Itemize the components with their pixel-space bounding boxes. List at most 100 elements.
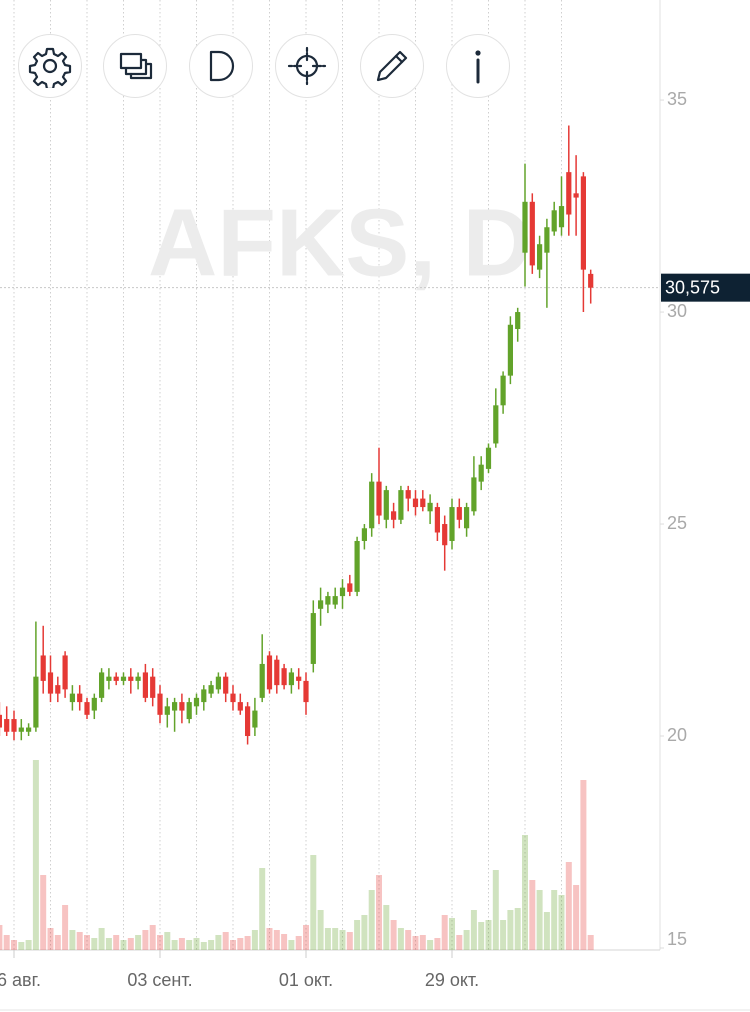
candle-body: [237, 702, 243, 711]
volume-bar: [390, 920, 397, 950]
volume-bar: [127, 938, 134, 950]
period-button[interactable]: [189, 34, 253, 98]
candle-body: [369, 481, 375, 529]
volume-bar: [500, 920, 507, 950]
candle-body: [544, 227, 550, 253]
crosshair-icon: [287, 46, 327, 86]
volume-bar: [434, 938, 441, 950]
candle-body: [208, 685, 214, 694]
volume-bar: [449, 918, 455, 950]
volume-bar: [47, 928, 54, 950]
y-tick-label: 25: [667, 513, 687, 533]
volume-bar: [200, 942, 207, 950]
candle-body: [26, 727, 32, 732]
volume-bar: [18, 942, 25, 950]
volume-bar: [178, 938, 185, 950]
volume-bar: [164, 932, 171, 950]
candle-body: [485, 447, 492, 469]
candle-body: [529, 201, 535, 266]
info-icon: [475, 50, 481, 84]
volume-bar: [186, 940, 193, 950]
candle-body: [347, 583, 353, 592]
candle-body: [252, 710, 258, 728]
volume-bar: [565, 862, 572, 950]
candle-body: [128, 676, 134, 681]
candle-body: [164, 706, 170, 715]
x-tick-label: 01 окт.: [279, 970, 333, 990]
volume-bar: [215, 935, 222, 950]
pencil-icon: [376, 50, 408, 82]
volume-bar: [303, 925, 309, 950]
candle-body: [325, 596, 331, 605]
volume-bar: [478, 922, 485, 950]
candle-body: [99, 672, 105, 698]
volume-bar: [98, 928, 105, 950]
volume-bar: [376, 875, 382, 950]
candle-body: [69, 693, 75, 703]
candle-body: [245, 706, 251, 737]
candle-body: [215, 676, 221, 690]
volume-bar: [288, 940, 295, 950]
volume-bar: [208, 940, 215, 950]
volume-bar: [324, 928, 331, 950]
candle-body: [135, 676, 141, 681]
candle-body: [150, 676, 156, 698]
candle-body: [62, 655, 68, 690]
candle-body: [186, 702, 192, 720]
layers-icon: [119, 52, 153, 80]
volume-bar: [222, 932, 229, 950]
candle-body: [18, 727, 24, 732]
crosshair-button[interactable]: [275, 34, 339, 98]
candle-body: [449, 507, 455, 541]
volume-bar: [383, 905, 390, 950]
period-icon: [209, 50, 235, 82]
y-tick-label: 15: [667, 929, 687, 949]
x-tick-label: 29 окт.: [425, 970, 479, 990]
volume-bar: [40, 875, 47, 950]
volume-bar: [543, 912, 550, 950]
candle-body: [376, 481, 382, 516]
volume-bar: [492, 870, 499, 950]
info-button[interactable]: [446, 34, 510, 98]
x-tick-label: 06 авг.: [0, 970, 41, 990]
candle-body: [274, 659, 280, 686]
draw-button[interactable]: [360, 34, 424, 98]
candle-body: [0, 714, 2, 728]
candle-body: [558, 206, 565, 228]
volume-bar: [54, 935, 61, 950]
volume-bar: [507, 910, 514, 950]
watermark: AFKS, D: [148, 189, 532, 296]
candle-body: [412, 498, 419, 508]
candle-body: [580, 176, 586, 270]
volume-bar: [149, 925, 156, 950]
settings-icon: [28, 47, 72, 88]
candle-body: [588, 273, 594, 288]
candle-body: [11, 719, 17, 732]
last-price-badge: [661, 273, 750, 302]
volume-bar: [259, 868, 266, 950]
volume-bar: [266, 928, 273, 950]
candle-body: [303, 680, 309, 703]
volume-bar: [529, 880, 536, 950]
volume-bar: [11, 940, 17, 950]
candle-body: [120, 676, 127, 681]
volume-bar: [317, 910, 324, 950]
volume-bar: [427, 940, 434, 950]
settings-button[interactable]: [18, 34, 82, 98]
volume-bar: [405, 930, 412, 950]
volume-bar: [171, 940, 178, 950]
layers-button[interactable]: [103, 34, 167, 98]
volume-bar: [551, 890, 558, 950]
volume-bar: [3, 935, 10, 950]
candle-body: [288, 672, 294, 686]
candle-body: [405, 490, 411, 499]
candle-body: [522, 201, 528, 253]
volume-bar: [361, 915, 368, 950]
candle-body: [142, 672, 148, 698]
candle-body: [339, 587, 346, 597]
candle-body: [230, 693, 236, 703]
candle-body: [551, 210, 557, 232]
candle-body: [442, 524, 448, 546]
volume-bar: [310, 855, 317, 950]
